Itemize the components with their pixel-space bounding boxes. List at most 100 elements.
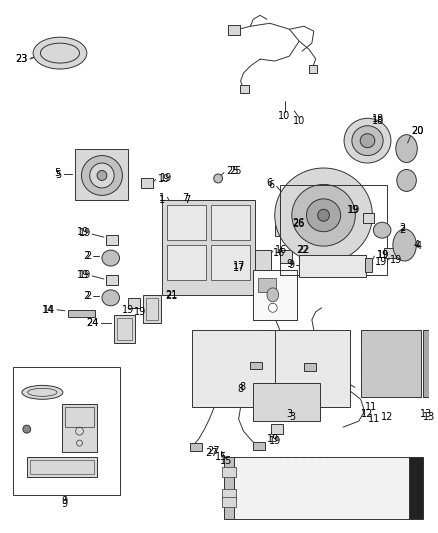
- Bar: [141, 179, 153, 188]
- Text: 20: 20: [411, 126, 424, 136]
- Text: 26: 26: [292, 218, 305, 228]
- Text: 10: 10: [293, 116, 305, 126]
- Text: 21: 21: [166, 291, 178, 301]
- Bar: [114, 315, 135, 343]
- Text: 23: 23: [15, 54, 28, 64]
- Text: 7: 7: [184, 196, 190, 205]
- Text: 19: 19: [348, 205, 360, 215]
- Bar: [162, 200, 255, 295]
- Text: 19: 19: [77, 270, 89, 280]
- Text: 2: 2: [400, 225, 406, 235]
- Ellipse shape: [267, 288, 279, 302]
- Text: 13: 13: [423, 412, 435, 422]
- Bar: [279, 185, 387, 275]
- Text: 14: 14: [43, 305, 55, 315]
- Ellipse shape: [396, 135, 417, 163]
- Bar: [192, 330, 275, 407]
- Ellipse shape: [214, 174, 223, 183]
- Text: 10: 10: [279, 111, 291, 121]
- Bar: [279, 250, 292, 263]
- Text: 19: 19: [377, 250, 389, 260]
- Text: 9: 9: [62, 496, 68, 506]
- Text: 19: 19: [77, 227, 89, 237]
- Bar: [106, 275, 117, 285]
- Text: 9: 9: [286, 259, 292, 269]
- Text: 19: 19: [134, 307, 146, 317]
- Text: 22: 22: [297, 245, 310, 255]
- Text: 19: 19: [79, 270, 91, 280]
- Text: 8: 8: [237, 384, 244, 394]
- Text: 2: 2: [400, 223, 406, 233]
- Text: 5: 5: [54, 168, 60, 179]
- Text: 2: 2: [85, 291, 91, 301]
- Text: 25: 25: [229, 166, 241, 175]
- Bar: [62, 404, 97, 452]
- Text: 11: 11: [367, 414, 380, 424]
- Bar: [74, 149, 128, 200]
- Text: 23: 23: [15, 54, 28, 64]
- Text: 14: 14: [42, 305, 54, 315]
- Ellipse shape: [97, 171, 107, 181]
- Ellipse shape: [318, 209, 329, 221]
- Ellipse shape: [393, 229, 417, 261]
- Text: 1: 1: [159, 196, 166, 205]
- Text: 19: 19: [377, 250, 389, 260]
- Text: 19: 19: [375, 257, 387, 267]
- Bar: [146, 298, 158, 320]
- Ellipse shape: [23, 425, 31, 433]
- Text: 22: 22: [296, 245, 309, 255]
- Bar: [222, 467, 236, 477]
- Text: 19: 19: [158, 174, 170, 184]
- Text: 6: 6: [267, 179, 273, 189]
- Text: 19: 19: [347, 205, 360, 215]
- Text: 19: 19: [390, 255, 402, 265]
- Bar: [27, 457, 97, 477]
- Text: 9: 9: [288, 260, 294, 270]
- Ellipse shape: [268, 303, 277, 312]
- Text: 26: 26: [292, 219, 305, 229]
- Text: 7: 7: [182, 193, 188, 204]
- Text: 2: 2: [83, 291, 89, 301]
- Text: 6: 6: [268, 181, 275, 190]
- Text: 9: 9: [62, 499, 68, 509]
- Bar: [384, 248, 396, 258]
- Ellipse shape: [292, 184, 355, 246]
- Bar: [117, 318, 132, 340]
- Bar: [258, 278, 276, 292]
- Text: 13: 13: [420, 409, 432, 419]
- Ellipse shape: [102, 250, 120, 266]
- Text: 25: 25: [226, 166, 238, 175]
- Bar: [410, 457, 423, 519]
- Text: 16: 16: [275, 245, 287, 255]
- Bar: [364, 258, 372, 272]
- Bar: [68, 310, 95, 317]
- Text: 1: 1: [159, 193, 166, 204]
- Ellipse shape: [373, 222, 391, 238]
- Text: 2: 2: [85, 251, 91, 261]
- Ellipse shape: [275, 168, 372, 263]
- Text: 12: 12: [381, 412, 393, 422]
- Bar: [222, 489, 236, 499]
- Text: 19: 19: [268, 436, 281, 446]
- Text: 3: 3: [289, 412, 295, 422]
- Text: 19: 19: [79, 228, 91, 238]
- Ellipse shape: [102, 290, 120, 306]
- Ellipse shape: [344, 118, 391, 163]
- Ellipse shape: [90, 163, 114, 188]
- Text: 15: 15: [220, 456, 232, 466]
- Text: 12: 12: [361, 409, 374, 419]
- Ellipse shape: [397, 169, 417, 191]
- Text: 18: 18: [372, 116, 385, 126]
- Ellipse shape: [81, 156, 123, 196]
- Text: 19: 19: [267, 434, 279, 444]
- Ellipse shape: [360, 134, 375, 148]
- Text: 4: 4: [413, 240, 420, 250]
- Bar: [304, 364, 316, 372]
- Bar: [143, 295, 160, 322]
- Bar: [167, 205, 206, 240]
- Text: 5: 5: [56, 171, 62, 181]
- Text: 17: 17: [233, 263, 245, 273]
- Bar: [253, 383, 320, 421]
- Text: 24: 24: [87, 318, 99, 328]
- Text: 27: 27: [205, 448, 218, 458]
